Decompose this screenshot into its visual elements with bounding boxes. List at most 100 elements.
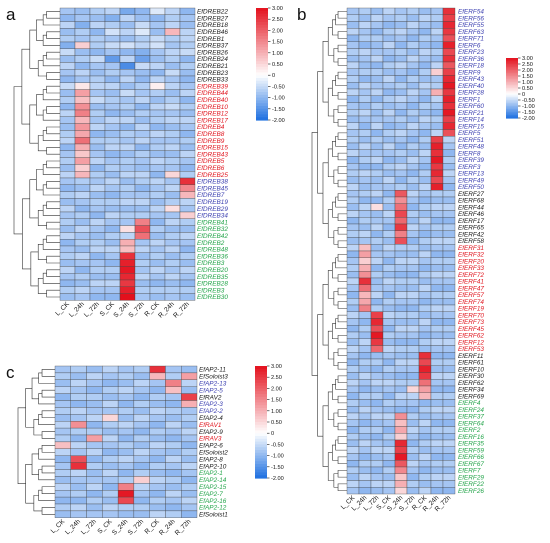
heatmap-cell <box>134 109 151 117</box>
row-label: EfERF72 <box>458 272 484 279</box>
heatmap-cell <box>102 455 119 463</box>
heatmap-cell <box>394 318 408 326</box>
heatmap-cell <box>418 426 432 434</box>
heatmap-cell <box>74 41 91 49</box>
color-legend-swatch <box>256 24 268 29</box>
color-legend-tick-label: 3.00 <box>522 56 533 62</box>
color-legend-swatch <box>506 59 518 62</box>
panel-letter-a: a <box>6 5 16 24</box>
heatmap-cell <box>394 358 408 366</box>
heatmap-cell <box>149 35 166 43</box>
dendrogram-branch <box>337 456 347 464</box>
heatmap-cell <box>89 177 106 185</box>
heatmap-cell <box>179 75 196 83</box>
row-label: EfERF15 <box>458 123 484 130</box>
heatmap-cell <box>119 82 136 90</box>
heatmap-cell <box>382 466 396 474</box>
heatmap-cell <box>134 177 151 185</box>
heatmap-cell <box>418 446 432 454</box>
heatmap-cell <box>119 279 136 287</box>
heatmap-cell <box>164 164 181 172</box>
heatmap-cell <box>134 103 151 111</box>
heatmap-cell <box>394 203 408 211</box>
heatmap-cell <box>119 143 136 151</box>
heatmap-cell <box>418 210 432 218</box>
heatmap-cell <box>164 96 181 104</box>
heatmap-cell <box>89 171 106 179</box>
heatmap-cell <box>346 365 360 373</box>
heatmap-cell <box>134 171 151 179</box>
heatmap-cell <box>59 191 76 199</box>
heatmap-cell <box>382 149 396 157</box>
heatmap-cell <box>104 239 121 247</box>
heatmap-cell <box>370 48 384 56</box>
heatmap-cell <box>133 496 150 505</box>
heatmap-cell <box>104 123 121 131</box>
heatmap-cell <box>442 311 456 319</box>
heatmap-cell <box>358 142 372 150</box>
heatmap-cell <box>430 385 444 393</box>
heatmap-cell <box>149 469 166 477</box>
heatmap-cell <box>430 217 444 225</box>
dendrogram-branch <box>317 71 323 194</box>
heatmap-cell <box>86 455 103 463</box>
color-legend-swatch <box>506 112 518 115</box>
heatmap-cell <box>86 372 103 380</box>
heatmap-cell <box>149 157 166 165</box>
color-legend-swatch <box>506 68 518 71</box>
heatmap-cell <box>89 55 106 63</box>
row-label: EfERF26 <box>458 488 484 495</box>
heatmap-cell <box>164 171 181 179</box>
heatmap-cell <box>418 291 432 299</box>
heatmap-cell <box>59 21 76 29</box>
heatmap-cell <box>86 483 103 491</box>
heatmap-cell <box>89 7 106 15</box>
heatmap-cell <box>134 293 151 301</box>
heatmap-cell <box>418 271 432 279</box>
dendrogram-branch <box>38 372 55 384</box>
heatmap-cell <box>430 399 444 407</box>
heatmap-cell <box>430 102 444 110</box>
color-legend-swatch <box>506 115 518 118</box>
row-label: EfDREB19 <box>197 199 228 206</box>
heatmap-cell <box>104 164 121 172</box>
heatmap-cell <box>119 123 136 131</box>
dendrogram-branch <box>327 209 334 238</box>
color-legend-swatch <box>506 89 518 92</box>
heatmap-cell <box>442 338 456 346</box>
heatmap-cell <box>164 35 181 43</box>
dendrogram-branch <box>42 204 60 216</box>
heatmap-cell <box>358 21 372 29</box>
dendrogram-branch <box>38 448 55 460</box>
heatmap-cell <box>74 75 91 83</box>
heatmap-cell <box>59 171 76 179</box>
heatmap-cell <box>134 157 151 165</box>
heatmap-cell <box>394 399 408 407</box>
heatmap-cell <box>149 198 166 206</box>
dendrogram-branch <box>335 75 347 86</box>
heatmap-cell <box>442 271 456 279</box>
heatmap-cell <box>74 245 91 253</box>
heatmap-cell <box>149 48 166 56</box>
heatmap-cell <box>370 203 384 211</box>
heatmap-cell <box>382 237 396 245</box>
heatmap-cell <box>54 421 71 429</box>
heatmap-cell <box>179 198 196 206</box>
heatmap-cell <box>149 279 166 287</box>
heatmap-cell <box>370 129 384 137</box>
heatmap-cell <box>181 496 198 505</box>
heatmap-cell <box>358 331 372 339</box>
heatmap-cell <box>104 62 121 70</box>
heatmap-cell <box>104 116 121 124</box>
dendrogram-branch <box>333 230 339 245</box>
panel-a-row-labels: EfDREB22EfDREB27EfDREB18EfDREB46EfDREB1E… <box>197 9 228 302</box>
row-label: EfDREB37 <box>197 43 228 50</box>
dendrogram-branch <box>42 109 60 121</box>
row-label: EfERF1 <box>458 96 481 103</box>
heatmap-cell <box>346 439 360 447</box>
heatmap-cell <box>149 372 166 380</box>
row-label: EfAP2-16 <box>199 498 227 505</box>
heatmap-cell <box>442 122 456 130</box>
heatmap-cell <box>430 136 444 144</box>
heatmap-cell <box>134 286 151 294</box>
